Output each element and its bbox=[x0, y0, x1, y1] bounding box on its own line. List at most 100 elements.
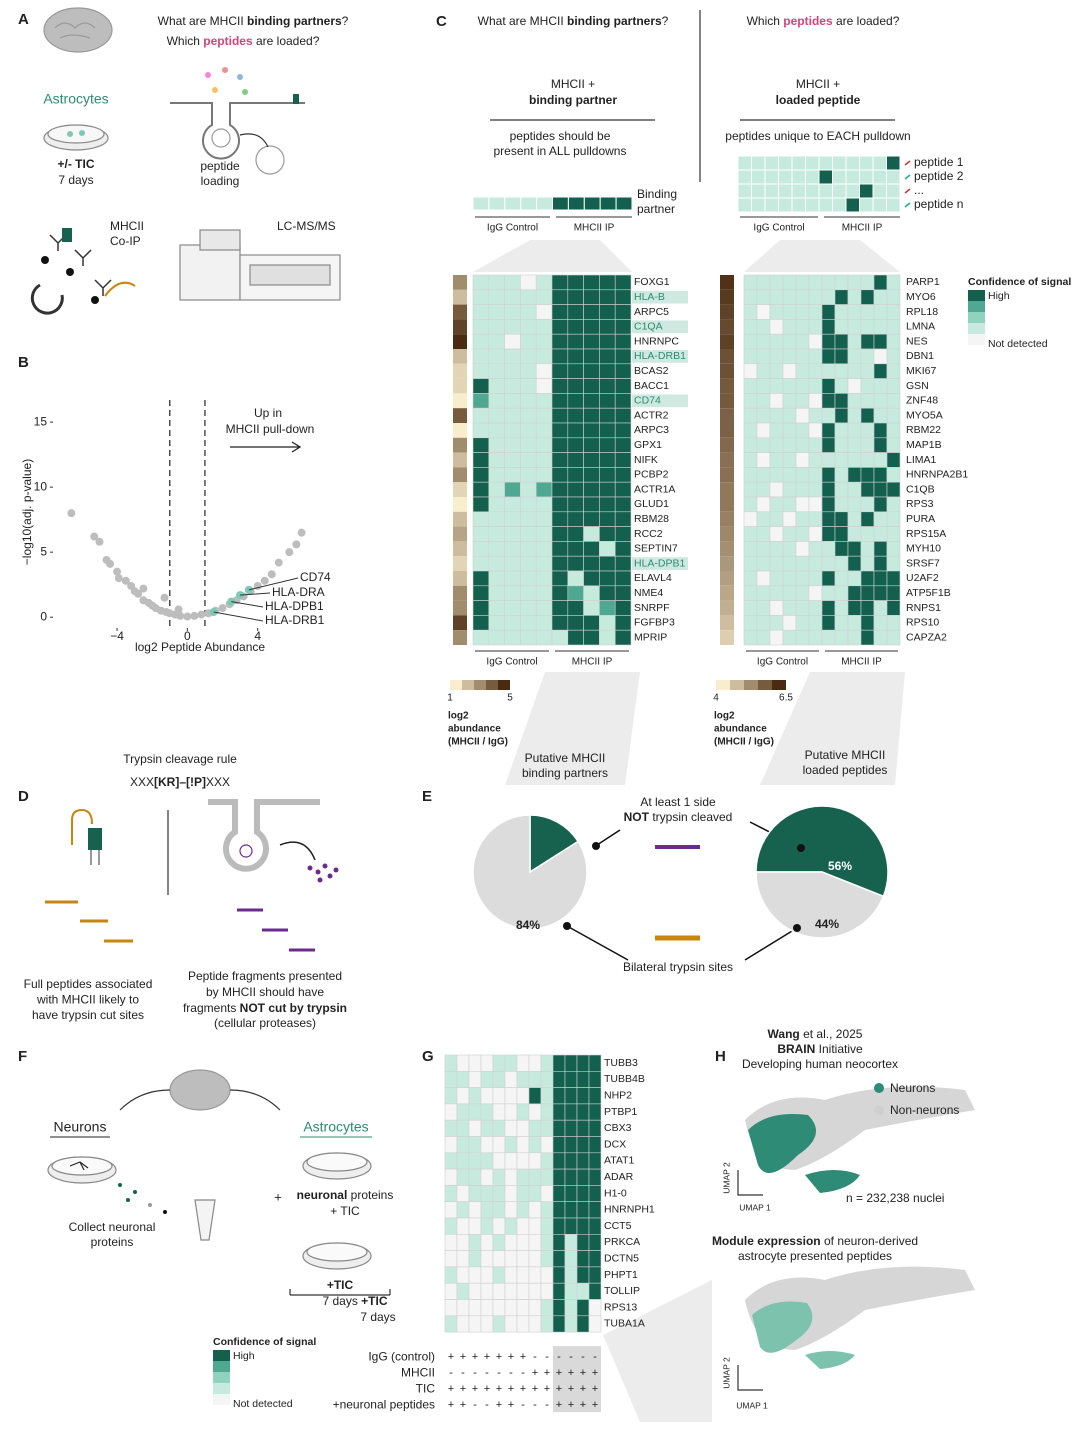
heat-cell bbox=[564, 1054, 578, 1072]
label: BRAIN Initiative bbox=[777, 1042, 863, 1056]
heat-cell bbox=[535, 526, 553, 542]
heat-cell bbox=[782, 289, 797, 305]
heat-cell bbox=[599, 452, 616, 468]
heat-cell bbox=[782, 378, 797, 394]
heat-cell bbox=[782, 422, 797, 439]
heat-cell bbox=[583, 615, 600, 631]
heat-cell bbox=[614, 304, 632, 320]
abundance-cell bbox=[720, 526, 734, 542]
heat-cell bbox=[504, 1299, 518, 1317]
abundance-cell bbox=[453, 289, 467, 305]
panel-label: C bbox=[436, 13, 447, 30]
heat-cell bbox=[488, 319, 505, 335]
heat-cell bbox=[834, 437, 849, 453]
row-label: SNRPF bbox=[634, 602, 670, 614]
heat-cell bbox=[834, 570, 849, 587]
heat-cell bbox=[860, 629, 875, 646]
heat-cell bbox=[480, 1201, 494, 1219]
heat-cell bbox=[808, 511, 823, 527]
heat-cell bbox=[847, 526, 862, 542]
heat-cell bbox=[576, 1152, 590, 1170]
heat-cell bbox=[743, 348, 758, 365]
label: Developing human neocortex bbox=[742, 1057, 898, 1071]
heat-cell bbox=[456, 1282, 470, 1300]
row-label: GLUD1 bbox=[634, 498, 669, 510]
group-label: IgG Control bbox=[753, 223, 804, 234]
row-label: C1QA bbox=[634, 321, 663, 333]
heat-cell bbox=[564, 1315, 578, 1333]
heat-cell bbox=[599, 629, 616, 646]
label-part: trypsin cleaved bbox=[649, 810, 732, 824]
heat-cell bbox=[583, 407, 600, 424]
heat-cell bbox=[873, 363, 888, 379]
schematic-cell bbox=[791, 155, 806, 171]
label: LC-MS/MS bbox=[277, 219, 336, 233]
row-highlight bbox=[632, 557, 688, 570]
heat-cell bbox=[567, 615, 584, 631]
heat-cell bbox=[444, 1152, 458, 1170]
heat-cell bbox=[808, 393, 823, 409]
heat-cell bbox=[480, 1266, 494, 1284]
abundance-cell bbox=[720, 511, 734, 527]
point bbox=[90, 532, 99, 541]
schematic-cell bbox=[488, 196, 506, 211]
label-part: Module expression bbox=[712, 1234, 821, 1248]
row-label: CD74 bbox=[634, 395, 661, 407]
schematic-cell bbox=[737, 169, 752, 185]
heat-cell bbox=[564, 1185, 578, 1203]
heat-cell bbox=[504, 467, 521, 483]
condition-label: +neuronal peptides bbox=[333, 1397, 435, 1411]
heat-cell bbox=[743, 629, 758, 646]
heat-cell bbox=[808, 348, 823, 365]
heat-cell bbox=[743, 393, 758, 409]
condition-sign: + bbox=[568, 1367, 574, 1379]
heat-cell bbox=[564, 1119, 578, 1137]
heat-cell bbox=[552, 1103, 566, 1121]
heat-cell bbox=[492, 1071, 506, 1088]
heat-cell bbox=[847, 615, 862, 631]
heat-cell bbox=[540, 1234, 554, 1251]
heat-cell bbox=[488, 600, 505, 616]
heat-cell bbox=[552, 1087, 566, 1105]
heat-cell bbox=[472, 600, 490, 616]
heat-cell bbox=[873, 452, 888, 468]
heat-cell bbox=[821, 615, 836, 631]
schematic-cell bbox=[764, 169, 779, 185]
heat-cell bbox=[504, 1152, 518, 1170]
schematic-cell bbox=[751, 183, 766, 199]
condition-sign: - bbox=[581, 1351, 585, 1363]
heat-cell bbox=[535, 541, 553, 557]
row-label: DBN1 bbox=[906, 350, 934, 362]
abundance-cell bbox=[453, 482, 467, 497]
point bbox=[260, 576, 269, 585]
heat-cell bbox=[599, 511, 616, 527]
heat-cell bbox=[769, 393, 784, 409]
heat-cell bbox=[552, 1201, 566, 1219]
heat-cell bbox=[808, 615, 823, 631]
heat-cell bbox=[860, 570, 875, 587]
colorbar-tick: 5 bbox=[507, 693, 513, 704]
heat-cell bbox=[821, 407, 836, 424]
heat-cell bbox=[599, 570, 616, 587]
heat-cell bbox=[886, 615, 901, 631]
heat-cell bbox=[782, 496, 797, 513]
heat-cell bbox=[528, 1168, 542, 1186]
heat-cell bbox=[860, 526, 875, 542]
heat-cell bbox=[873, 319, 888, 335]
heat-cell bbox=[504, 555, 521, 572]
abundance-cell bbox=[453, 571, 467, 586]
label: UMAP 1 bbox=[739, 1202, 771, 1212]
heat-cell bbox=[564, 1266, 578, 1284]
heat-cell bbox=[504, 407, 521, 424]
heat-cell bbox=[504, 1250, 518, 1268]
heat-cell bbox=[821, 629, 836, 646]
x-axis-label: log2 Peptide Abundance bbox=[135, 640, 265, 654]
heat-cell bbox=[535, 496, 553, 513]
heat-cell bbox=[886, 585, 901, 601]
heat-cell bbox=[528, 1282, 542, 1300]
heat-cell bbox=[782, 437, 797, 453]
abundance-cell bbox=[453, 408, 467, 423]
heat-cell bbox=[535, 363, 553, 379]
heat-cell bbox=[516, 1103, 530, 1121]
heat-cell bbox=[444, 1282, 458, 1300]
